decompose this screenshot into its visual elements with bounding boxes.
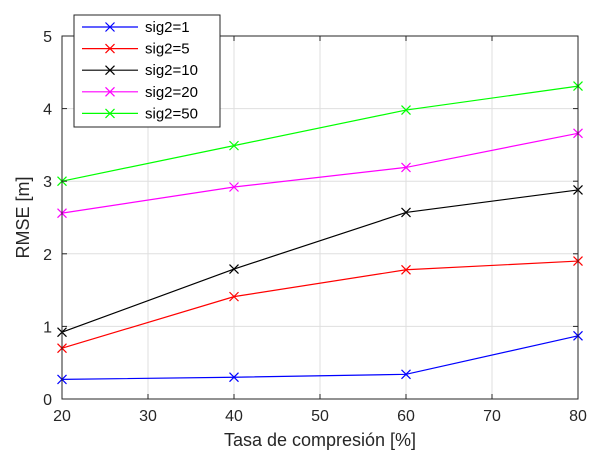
y-axis-label: RMSE [m] bbox=[13, 176, 33, 258]
data-point-marker bbox=[401, 105, 411, 115]
legend-item: sig2=1 bbox=[82, 19, 190, 36]
y-tick-label: 5 bbox=[43, 29, 52, 46]
legend-label: sig2=20 bbox=[145, 84, 198, 101]
axis-ticks: 20 30 40 50 60 70 80 0 1 2 3 4 5 bbox=[43, 29, 587, 425]
legend-label: sig2=1 bbox=[145, 19, 190, 36]
x-tick-label: 20 bbox=[53, 408, 71, 425]
series-layer bbox=[57, 81, 583, 385]
data-point-marker bbox=[229, 372, 239, 383]
series-line bbox=[61, 335, 579, 380]
x-tick-label: 80 bbox=[569, 408, 587, 425]
legend-marker bbox=[105, 65, 115, 76]
legend-marker bbox=[105, 108, 115, 119]
y-tick-label: 4 bbox=[43, 102, 52, 119]
x-tick-label: 60 bbox=[397, 408, 415, 425]
legend-item: sig2=20 bbox=[82, 84, 198, 101]
legend: sig2=1 sig2=5 sig2=10 sig2=20 sig2=50 bbox=[73, 14, 221, 128]
x-axis-label: Tasa de compresión [%] bbox=[224, 430, 416, 450]
data-point-marker bbox=[401, 369, 411, 380]
y-tick-label: 0 bbox=[43, 392, 52, 409]
x-tick-label: 30 bbox=[139, 408, 157, 425]
legend-item: sig2=5 bbox=[82, 41, 190, 58]
data-point-marker bbox=[401, 207, 411, 218]
legend-label: sig2=10 bbox=[145, 62, 198, 79]
legend-item: sig2=50 bbox=[82, 105, 198, 122]
y-tick-label: 3 bbox=[43, 174, 52, 191]
y-tick-label: 2 bbox=[43, 247, 52, 264]
legend-item: sig2=10 bbox=[82, 62, 198, 79]
data-point-marker bbox=[401, 264, 411, 275]
series-line bbox=[61, 260, 579, 349]
data-point-marker bbox=[229, 140, 239, 151]
x-tick-label: 50 bbox=[311, 408, 329, 425]
legend-marker bbox=[105, 43, 115, 54]
data-point-marker bbox=[229, 291, 239, 302]
data-point-marker bbox=[229, 264, 239, 274]
series-line bbox=[61, 85, 579, 182]
x-tick-label: 70 bbox=[483, 408, 501, 425]
legend-label: sig2=5 bbox=[145, 41, 190, 58]
series-line bbox=[61, 189, 579, 333]
data-point-marker bbox=[401, 162, 411, 173]
legend-marker bbox=[105, 22, 115, 32]
x-tick-label: 40 bbox=[225, 408, 243, 425]
y-tick-label: 1 bbox=[43, 319, 52, 336]
legend-label: sig2=50 bbox=[145, 105, 198, 122]
series-line bbox=[61, 132, 579, 214]
legend-box bbox=[73, 14, 221, 128]
data-point-marker bbox=[229, 182, 239, 192]
legend-marker bbox=[105, 86, 115, 97]
